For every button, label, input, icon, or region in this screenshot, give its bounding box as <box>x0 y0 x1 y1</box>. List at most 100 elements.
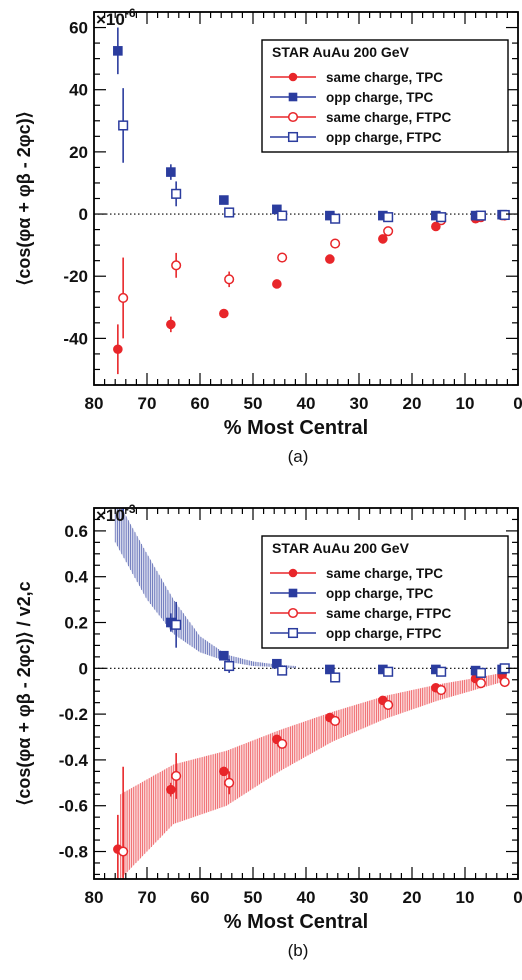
x-tick-label: 10 <box>456 888 475 907</box>
axis-multiplier-exponent: -6 <box>125 6 136 20</box>
systematic-band <box>114 508 296 669</box>
data-point <box>272 204 282 215</box>
legend-marker <box>288 568 298 578</box>
data-point <box>383 226 394 237</box>
x-tick-label: 30 <box>350 888 369 907</box>
axis-multiplier: ×10-3 <box>96 502 136 525</box>
data-point <box>119 446 128 455</box>
data-point <box>219 195 229 205</box>
legend-marker <box>287 111 299 123</box>
legend-entry: same charge, FTPC <box>326 110 452 125</box>
legend-entry: same charge, TPC <box>326 70 443 85</box>
legend-entry: opp charge, TPC <box>326 90 434 105</box>
data-point <box>330 715 341 727</box>
y-tick-label: 0.6 <box>64 522 88 541</box>
data-point <box>219 650 229 661</box>
y-tick-label: -0.6 <box>59 797 88 816</box>
series-opp-charge-ftpc <box>118 88 510 224</box>
series-same-charge-ftpc <box>118 676 510 879</box>
legend-entry: opp charge, FTPC <box>326 626 442 641</box>
data-point <box>219 766 229 777</box>
x-tick-label: 20 <box>403 394 422 413</box>
y-tick-label: 60 <box>69 19 88 38</box>
data-point <box>113 344 123 355</box>
x-tick-label: 60 <box>191 394 210 413</box>
x-tick-label: 20 <box>403 888 422 907</box>
data-point <box>114 446 123 455</box>
legend: STAR AuAu 200 GeV same charge, TPC opp cha… <box>261 39 509 153</box>
band-fill <box>115 508 296 669</box>
systematic-band <box>120 672 503 879</box>
legend-box <box>261 39 509 153</box>
x-tick-label: 80 <box>85 888 104 907</box>
legend-marker <box>287 607 299 619</box>
data-point <box>171 619 182 630</box>
x-axis-title: % Most Central <box>224 911 368 933</box>
data-point <box>277 665 288 676</box>
panel-caption: (b) <box>288 941 309 960</box>
panel-a: 80 70 60 50 40 30 20 10 0 -40 -20 0 20 40 60 ×10-6 % Mos… <box>14 6 522 466</box>
data-point <box>224 207 235 218</box>
legend-marker <box>288 92 298 102</box>
data-point <box>325 254 335 264</box>
y-axis-title: ⟨cos(φα + φβ - 2φc)⟩ <box>14 111 34 285</box>
y-tick-label: -20 <box>63 267 88 286</box>
axis-multiplier: ×10-6 <box>96 6 136 29</box>
x-tick-label: 50 <box>244 394 263 413</box>
data-point <box>378 234 388 244</box>
legend-marker <box>288 72 298 82</box>
data-point <box>277 210 288 221</box>
data-point <box>171 188 182 199</box>
data-point <box>436 666 447 677</box>
data-point <box>330 672 341 683</box>
data-point <box>224 777 235 788</box>
axis-multiplier-exponent: -3 <box>125 502 136 516</box>
legend-box <box>261 535 509 649</box>
data-point <box>330 238 341 249</box>
data-point <box>277 252 288 263</box>
data-point <box>219 308 229 319</box>
panel-b: 80 70 60 50 40 30 20 10 0 -0.8 -0.6 -0.4 -0.2 0 0.2 0.4… <box>14 446 522 960</box>
legend-marker <box>287 131 299 143</box>
data-point <box>224 274 235 285</box>
legend-title: STAR AuAu 200 GeV <box>272 540 410 556</box>
legend-marker <box>288 588 298 598</box>
y-tick-label: -0.2 <box>59 705 88 724</box>
legend-entry: same charge, FTPC <box>326 606 452 621</box>
data-point <box>499 209 510 221</box>
data-point <box>325 664 335 675</box>
data-point <box>475 210 486 221</box>
y-tick-label: 0 <box>79 659 88 678</box>
y-tick-label: 40 <box>69 81 88 100</box>
data-point <box>383 699 394 711</box>
y-tick-label: -40 <box>63 329 88 348</box>
x-tick-label: 70 <box>138 394 157 413</box>
data-point <box>166 784 176 795</box>
data-point <box>277 738 288 749</box>
legend-entry: same charge, TPC <box>326 566 443 581</box>
data-point <box>475 678 486 689</box>
x-tick-label: 40 <box>297 394 316 413</box>
data-point <box>272 279 282 289</box>
legend-entry: opp charge, FTPC <box>326 130 442 145</box>
data-point <box>224 660 235 672</box>
data-point <box>330 213 341 224</box>
x-tick-label: 0 <box>513 888 522 907</box>
y-tick-label: 20 <box>69 143 88 162</box>
data-point <box>383 666 394 677</box>
data-point <box>118 292 129 304</box>
y-tick-label: -0.8 <box>59 843 88 862</box>
x-tick-label: 50 <box>244 888 263 907</box>
band-fill <box>120 672 503 879</box>
x-tick-label: 10 <box>456 394 475 413</box>
series-opp-charge-ftpc <box>119 446 510 683</box>
x-tick-label: 30 <box>350 394 369 413</box>
data-point <box>436 212 447 223</box>
y-axis-title: ⟨cos(φα + φβ - 2φc)⟩ / v2,c <box>14 581 34 805</box>
panel-caption: (a) <box>288 447 309 466</box>
legend: STAR AuAu 200 GeV same charge, TPC opp cha… <box>261 535 509 649</box>
legend-entry: opp charge, TPC <box>326 586 434 601</box>
y-tick-label: 0.2 <box>64 614 88 633</box>
